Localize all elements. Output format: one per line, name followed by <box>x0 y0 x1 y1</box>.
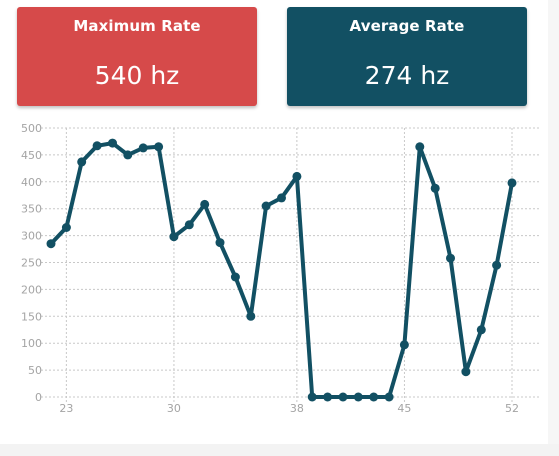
data-point <box>215 238 225 248</box>
y-tick-label: 250 <box>21 257 42 270</box>
y-tick-label: 50 <box>28 364 42 377</box>
y-tick-label: 300 <box>21 230 42 243</box>
average-rate-card: Average Rate 274 hz <box>287 7 527 106</box>
data-point <box>323 392 333 402</box>
y-tick-label: 200 <box>21 283 42 296</box>
footer-strip <box>0 444 559 456</box>
data-point <box>200 199 210 209</box>
scroll-gutter <box>548 0 559 456</box>
data-point <box>92 141 102 151</box>
y-tick-label: 0 <box>35 391 42 404</box>
maximum-rate-title: Maximum Rate <box>73 17 201 35</box>
maximum-rate-card: Maximum Rate 540 hz <box>17 7 257 106</box>
data-point <box>246 311 256 321</box>
data-point <box>399 340 409 350</box>
data-point <box>353 392 363 402</box>
y-tick-label: 350 <box>21 203 42 216</box>
average-rate-value: 274 hz <box>364 61 450 90</box>
x-tick-label: 23 <box>59 402 73 415</box>
data-point <box>507 178 517 188</box>
x-tick-label: 30 <box>167 402 181 415</box>
data-point <box>415 142 425 152</box>
average-rate-title: Average Rate <box>349 17 465 35</box>
y-tick-label: 100 <box>21 337 42 350</box>
data-point <box>338 392 348 402</box>
data-point <box>277 193 286 203</box>
data-point <box>446 253 455 263</box>
data-point <box>77 157 87 167</box>
data-point <box>307 392 317 402</box>
data-point <box>261 201 271 211</box>
series-line <box>49 141 514 399</box>
data-point <box>154 142 164 152</box>
y-tick-label: 150 <box>21 310 42 323</box>
y-tick-label: 400 <box>21 176 42 189</box>
data-point <box>138 143 148 153</box>
data-point <box>384 392 394 402</box>
data-point <box>184 220 194 230</box>
data-point <box>461 367 471 377</box>
y-tick-label: 450 <box>21 149 42 162</box>
data-point <box>230 272 240 282</box>
x-tick-label: 38 <box>290 402 304 415</box>
data-point <box>430 183 440 193</box>
y-tick-label: 500 <box>21 122 42 135</box>
data-point <box>46 239 56 249</box>
data-point <box>476 325 486 335</box>
data-point <box>369 392 379 402</box>
data-point <box>123 150 133 160</box>
x-tick-label: 45 <box>397 402 411 415</box>
data-point <box>169 232 179 242</box>
maximum-rate-value: 540 hz <box>94 61 180 90</box>
x-tick-label: 52 <box>505 402 519 415</box>
data-point <box>492 260 502 270</box>
data-point <box>108 138 117 148</box>
data-point <box>292 171 302 181</box>
data-point <box>61 223 71 232</box>
